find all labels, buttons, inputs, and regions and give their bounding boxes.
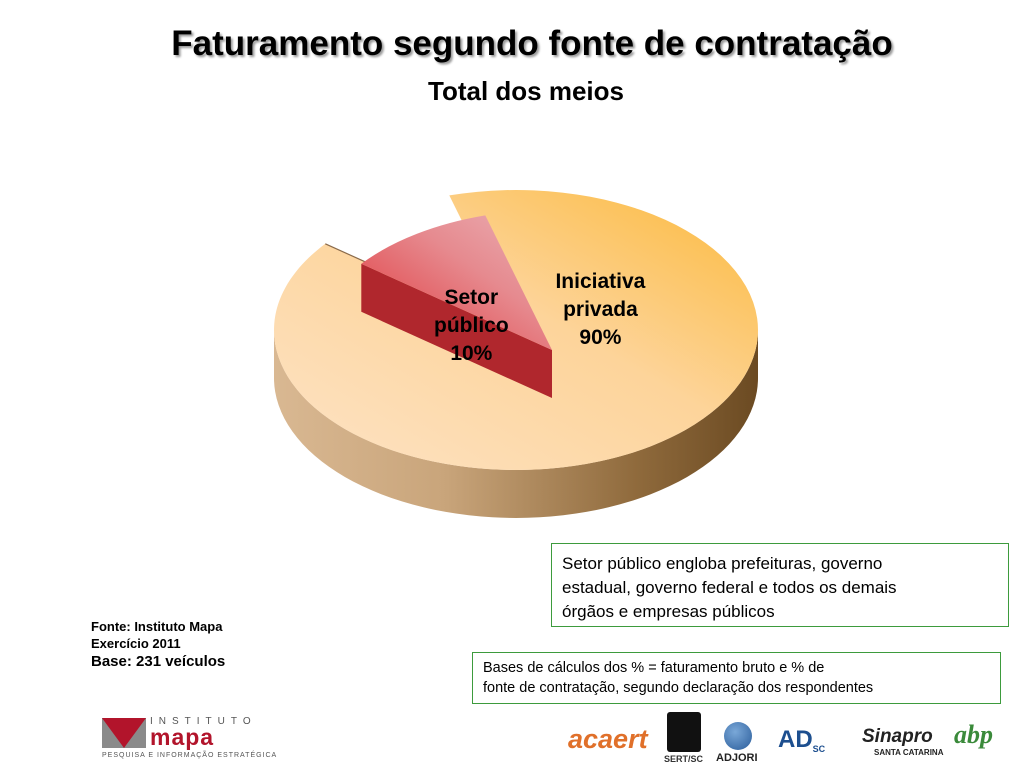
definition-line: Setor público engloba prefeituras, gover… [562,554,883,573]
year-line: Exercício 2011 [91,636,181,651]
adjori-text: ADJORI [716,752,758,764]
abp-logo: abp [954,720,993,749]
slice-name-label: Setor [444,286,498,309]
definition-line: órgãos e empresas públicos [562,602,775,621]
source-block: Fonte: Instituto Mapa Exercício 2011 Bas… [91,618,225,672]
mapa-mark-icon [102,718,146,748]
sert-text: SERT/SC [664,754,704,764]
mapa-tagline: PESQUISA E INFORMAÇÃO ESTRATÉGICA [102,752,278,759]
pie-slice-cut-face [361,263,552,398]
instituto-mapa-logo: INSTITUTO mapa PESQUISA E INFORMAÇÃO EST… [102,716,276,762]
slice-name-label: público [434,314,509,337]
definition-line: estadual, governo federal e todos os dem… [562,578,897,597]
pie-slice [361,215,552,398]
bases-note: Bases de cálculos dos % = faturamento br… [472,652,1001,704]
mapa-word: mapa [150,724,215,750]
slice-name-label: privada [563,298,638,321]
pie-slice-top [361,215,552,350]
sinapro-sub: SANTA CATARINA [874,748,944,757]
acaert-logo: acaert [568,724,648,754]
sert-mark-icon [667,712,701,752]
sinapro-word: Sinapro [862,726,933,747]
definition-note: Setor público engloba prefeituras, gover… [551,543,1009,627]
base-line: Base: 231 veículos [91,653,226,670]
source-line: Fonte: Instituto Mapa [91,619,223,634]
mapa-top-text: INSTITUTO [150,716,257,727]
slice-value-label: 90% [579,326,621,349]
adjori-logo: ADJORI [714,722,764,766]
pie-chart: Iniciativa privada 90% Setor público 10% [273,190,758,518]
adjori-globe-icon [724,722,752,750]
adi-sc-text: SC [812,744,826,754]
bases-line: fonte de contratação, segundo declaração… [483,680,874,696]
bases-line: Bases de cálculos dos % = faturamento br… [483,660,825,676]
adi-text: AD [778,726,813,753]
pie-slice-side [274,330,758,518]
slice-name-label: Iniciativa [555,270,645,293]
slice-value-label: 10% [450,342,492,365]
sert-logo: SERT/SC [664,712,704,766]
sinapro-logo: Sinapro SANTA CATARINA [862,726,943,762]
chart-title: Faturamento segundo fonte de contratação [171,24,893,63]
chart-subtitle: Total dos meios [428,76,624,106]
adi-logo: ADSC [778,726,825,754]
